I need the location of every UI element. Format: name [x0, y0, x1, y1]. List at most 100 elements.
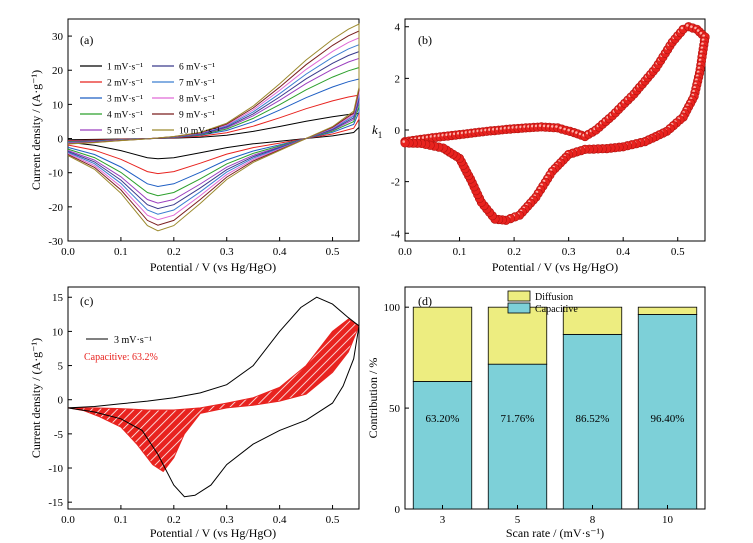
panel-d-bar-capacitive	[637, 314, 698, 510]
panel-a-xticks: 0.0 0.1 0.2 0.3 0.4 0.5	[61, 237, 340, 258]
panel-a-legend-label: 5 mV·s⁻¹	[107, 127, 143, 137]
panel-b-point-highlight	[699, 54, 702, 58]
panel-a-legend-label: 4 mV·s⁻¹	[107, 111, 143, 121]
panel-d-bar-capacitive	[412, 381, 473, 510]
panel-a-xtick-label: 0.0	[61, 246, 75, 258]
panel-d-frame	[404, 286, 706, 510]
panel-c-ytick-label: -5	[54, 429, 64, 441]
panel-a-legend-label: 6 mV·s⁻¹	[179, 63, 215, 73]
panel-c-ytick-label: -15	[48, 497, 63, 509]
panel-b-point-highlight	[578, 132, 582, 136]
panel-b-xtick-label: 0.5	[671, 246, 685, 258]
panel-a-legend-label: 8 mV·s⁻¹	[179, 95, 215, 105]
panel-c-ytick-label: -10	[48, 463, 63, 475]
panel-c-xlabel: Potential / V (vs Hg/HgO)	[150, 526, 276, 540]
panel-b: 0.0 0.1 0.2 0.3 0.4 0.5 -4 -2 0 2 4 (b) Potential…	[372, 18, 710, 274]
panel-a-ytick-label: 10	[52, 99, 64, 111]
panel-c-frame	[67, 286, 360, 510]
panel-d-data-label: 63.20%	[426, 413, 460, 425]
panel-b-xlabel: Potential / V (vs Hg/HgO)	[492, 260, 618, 274]
panel-a-legend-label: 1 mV·s⁻¹	[107, 63, 143, 73]
panel-b-point	[400, 138, 410, 148]
panel-d-bar-diffusion	[562, 306, 623, 335]
panel-b-point-highlight	[555, 125, 558, 128]
panel-c-xticks: 0.0 0.1 0.2 0.3 0.4 0.5	[61, 505, 340, 526]
panel-d-legend-diffusion: Diffusion	[535, 292, 573, 303]
panel-b-point-highlight	[698, 58, 702, 62]
panel-a-legend-label: 3 mV·s⁻¹	[107, 95, 143, 105]
panel-c: 0.0 0.1 0.2 0.3 0.4 0.5 -15 -10 -5 0 5 10 15 (c) 3 …	[29, 286, 360, 540]
panel-d-xtick-label: 5	[515, 514, 521, 526]
panel-b-point-highlight	[700, 46, 704, 50]
panel-d-bar-diffusion	[412, 306, 473, 382]
panel-c-xtick-label: 0.4	[273, 514, 287, 526]
panel-b-ytick-label: 2	[395, 73, 401, 85]
panel-a-xtick-label: 0.5	[326, 246, 340, 258]
panel-b-point-highlight	[686, 24, 689, 27]
panel-c-label: (c)	[80, 294, 93, 308]
panel-d-xtick-label: 8	[590, 514, 596, 526]
panel-d-xtick-label: 3	[440, 514, 446, 526]
panel-a-series-10	[67, 23, 360, 232]
panel-b-point-highlight	[563, 127, 566, 131]
panel-a-legend-label: 2 mV·s⁻¹	[107, 79, 143, 89]
panel-b-xtick-label: 0.2	[507, 246, 521, 258]
panel-b-xtick-label: 0.4	[616, 246, 630, 258]
panel-c-xtick-label: 0.5	[326, 514, 340, 526]
panel-b-point-highlight	[690, 25, 693, 29]
panel-a-legend: 1 mV·s⁻¹ 2 mV·s⁻¹ 3 mV·s⁻¹ 4 mV·s⁻¹ 5 mV·s⁻¹…	[80, 63, 220, 137]
panel-b-point-highlight	[575, 131, 578, 134]
panel-b-point-highlight	[702, 34, 705, 38]
panel-d-ytick-label: 50	[389, 403, 401, 415]
panel-b-ytick-label: -4	[391, 228, 401, 240]
panel-d-data-label: 71.76%	[501, 413, 535, 425]
panel-a-xtick-label: 0.1	[114, 246, 128, 258]
panel-c-xtick-label: 0.3	[220, 514, 234, 526]
panel-d-data-label: 86.52%	[576, 413, 610, 425]
panel-b-point-highlight	[696, 29, 700, 32]
panel-d-ytick-label: 0	[395, 504, 401, 516]
panel-c-annotation: Capacitive: 63.2%	[84, 352, 158, 363]
panel-d-bar-capacitive	[562, 333, 623, 510]
panel-d-legend-diffusion-swatch	[507, 290, 531, 302]
panel-b-ytick-label: -2	[391, 177, 400, 189]
panel-c-xtick-label: 0.0	[61, 514, 75, 526]
panel-a-yticks: -30 -20 -10 0 10 20 30	[48, 31, 72, 248]
panel-b-point-highlight	[699, 31, 703, 35]
panel-b-point-highlight	[694, 26, 697, 30]
panel-b-point-highlight	[701, 42, 704, 46]
panel-b-ytick-label: 4	[395, 22, 401, 34]
panel-b-point-highlight	[559, 126, 562, 130]
panel-a-frame	[67, 18, 360, 242]
panel-d-yticks: 0 50 100	[384, 302, 409, 516]
panel-c-ylabel: Current density / (A·g⁻¹)	[29, 338, 43, 458]
panel-d-legend-capacitive: Capacitive	[535, 304, 578, 315]
panel-d-ylabel: Contribution / %	[366, 358, 380, 439]
panel-a-series-1	[67, 112, 360, 160]
panel-b-point-highlight	[698, 62, 701, 66]
panel-b-xtick-label: 0.3	[562, 246, 576, 258]
panel-b-ylabel-main: k	[372, 122, 378, 137]
panel-c-legend-label: 3 mV·s⁻¹	[114, 335, 152, 346]
panel-c-ytick-label: 15	[52, 292, 64, 304]
panel-a-curves	[67, 23, 360, 232]
panel-b-label: (b)	[418, 33, 432, 47]
panel-d-data-label: 96.40%	[651, 413, 685, 425]
panel-b-points	[400, 22, 710, 225]
panel-b-point-highlight	[680, 26, 684, 30]
panel-b-point-highlight	[402, 140, 406, 143]
panel-b-xtick-label: 0.1	[453, 246, 467, 258]
panel-c-cv-curve	[67, 296, 360, 498]
panel-a-ytick-label: -20	[48, 202, 63, 214]
panel-a-legend-label: 7 mV·s⁻¹	[179, 79, 215, 89]
panel-b-point-highlight	[551, 125, 554, 128]
panel-b-ylabel-sub: 1	[378, 130, 383, 140]
panel-d-xlabel: Scan rate / (mV·s⁻¹)	[506, 526, 604, 540]
panel-a-ylabel: Current density / (A·g⁻¹)	[29, 70, 43, 190]
panel-b-point-highlight	[697, 66, 701, 70]
panel-b-point-highlight	[538, 124, 542, 127]
panel-a-xtick-label: 0.4	[273, 246, 287, 258]
panel-a-ytick-label: 0	[58, 134, 64, 146]
